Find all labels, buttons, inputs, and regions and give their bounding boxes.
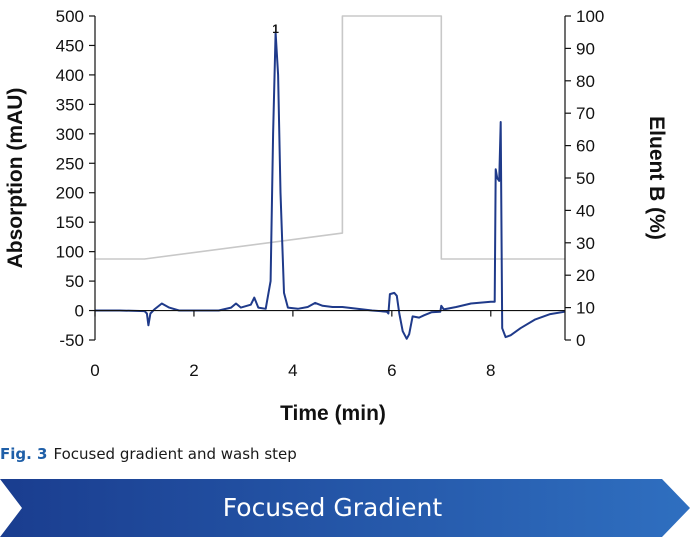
- x-tick-label: 0: [90, 361, 99, 380]
- y-tick-label: 450: [56, 36, 84, 55]
- y2-tick-label: 10: [576, 299, 595, 318]
- y2-tick-label: 70: [576, 104, 595, 123]
- figure-caption-text: Focused gradient and wash step: [53, 445, 297, 463]
- y-tick-label: 400: [56, 66, 84, 85]
- y-tick-label: 0: [75, 302, 84, 321]
- banner-title: Focused Gradient: [222, 493, 443, 522]
- y2-axis-title: Eluent B (%): [645, 116, 668, 240]
- plot-area: -500501001502002503003504004505000102030…: [56, 7, 605, 380]
- y-tick-label: 500: [56, 7, 84, 26]
- y-tick-label: 100: [56, 243, 84, 262]
- banner-arrow-shape: [0, 479, 690, 537]
- y-tick-label: 150: [56, 213, 84, 232]
- y-tick-label: 200: [56, 184, 84, 203]
- y-tick-label: 50: [65, 272, 84, 291]
- y2-tick-label: 0: [576, 331, 585, 350]
- y-tick-label: -50: [59, 331, 84, 350]
- y-tick-label: 350: [56, 95, 84, 114]
- x-tick-label: 4: [288, 361, 297, 380]
- eluent-b-line: [95, 15, 565, 260]
- y2-tick-label: 50: [576, 169, 595, 188]
- chromatogram-chart: -500501001502002503003504004505000102030…: [4, 7, 668, 425]
- y2-tick-label: 80: [576, 72, 595, 91]
- y-tick-label: 250: [56, 154, 84, 173]
- y2-tick-label: 40: [576, 201, 595, 220]
- section-banner: [0, 479, 690, 537]
- x-tick-label: 8: [486, 361, 495, 380]
- x-tick-label: 6: [387, 361, 396, 380]
- y2-tick-label: 60: [576, 137, 595, 156]
- y2-tick-label: 90: [576, 39, 595, 58]
- y2-tick-label: 100: [576, 7, 604, 26]
- figure-label: Fig. 3: [0, 445, 48, 463]
- x-tick-label: 2: [189, 361, 198, 380]
- x-axis-title: Time (min): [280, 402, 386, 425]
- y-tick-label: 300: [56, 125, 84, 144]
- peak-annotation: 1: [272, 22, 279, 36]
- absorption-line: [95, 31, 566, 340]
- y2-tick-label: 30: [576, 234, 595, 253]
- y-axis-title: Absorption (mAU): [4, 88, 27, 269]
- y2-tick-label: 20: [576, 266, 595, 285]
- figure-caption: Fig. 3 Focused gradient and wash step: [0, 445, 297, 463]
